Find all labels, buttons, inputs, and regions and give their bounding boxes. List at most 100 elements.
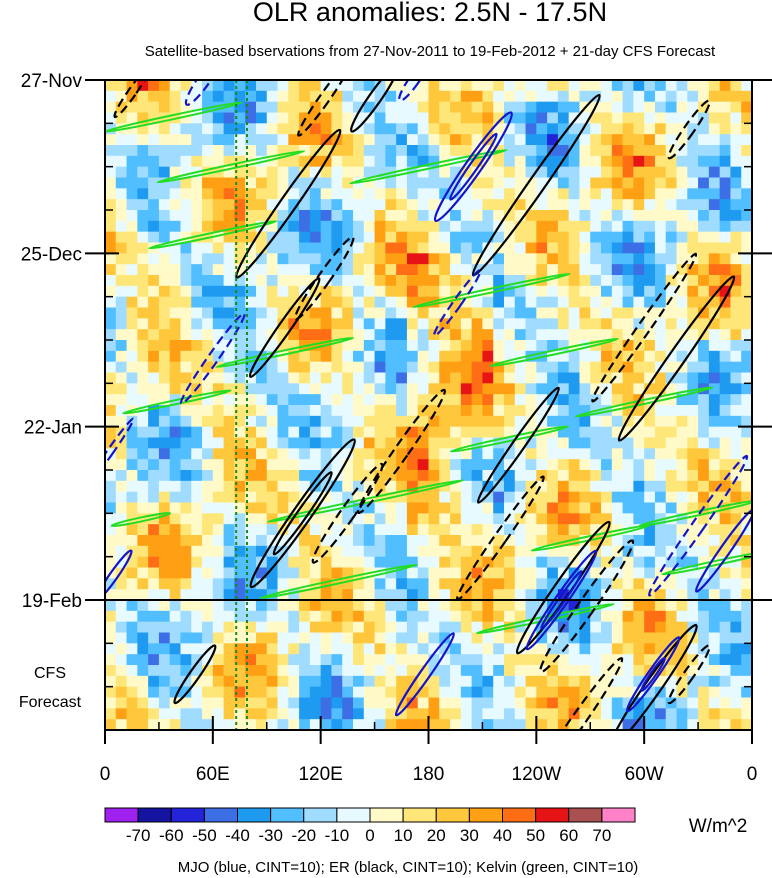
field-cell — [503, 448, 516, 460]
field-cell — [158, 513, 171, 525]
field-cell — [568, 318, 581, 330]
er-contour — [357, 388, 446, 515]
field-cell — [266, 188, 279, 200]
field-cell — [601, 437, 613, 449]
field-cell — [406, 643, 419, 655]
field-cell — [450, 101, 462, 114]
field-cell — [644, 372, 656, 384]
field-cell — [547, 491, 559, 504]
field-cell — [363, 210, 376, 222]
field-cell — [320, 491, 333, 504]
field-cell — [439, 545, 451, 558]
field-cell — [309, 80, 322, 92]
field-cell — [622, 155, 634, 168]
field-cell — [428, 112, 440, 124]
field-cell — [309, 686, 322, 699]
field-cell — [169, 415, 182, 428]
field-cell — [374, 394, 386, 406]
field-cell — [633, 448, 645, 460]
field-cell — [601, 545, 613, 558]
field-cell — [353, 686, 365, 699]
field-cell — [137, 145, 149, 157]
field-cell — [169, 621, 182, 634]
field-cell — [654, 535, 667, 547]
field-cell — [309, 220, 322, 233]
field-cell — [266, 318, 279, 330]
field-cell — [741, 502, 752, 514]
field-cell — [590, 264, 602, 276]
field-cell — [557, 632, 570, 644]
colorbar-swatch — [104, 807, 139, 823]
field-cell — [158, 231, 171, 244]
field-cell — [590, 621, 602, 634]
field-cell — [698, 405, 710, 417]
field-cell — [579, 350, 591, 363]
field-cell — [212, 350, 225, 363]
kelvin-contour — [110, 511, 172, 528]
mjo-contour — [433, 268, 482, 337]
field-cell — [148, 491, 160, 504]
field-cell — [428, 697, 440, 709]
field-cell — [482, 177, 494, 189]
field-cell — [299, 697, 311, 709]
field-cell — [320, 448, 333, 460]
field-cell — [396, 166, 408, 179]
field-cell — [266, 372, 279, 384]
field-cell — [687, 589, 699, 601]
field-cell — [126, 242, 138, 254]
field-cell — [460, 708, 473, 720]
mjo-contour — [105, 549, 133, 601]
field-cell — [148, 708, 160, 720]
field-cell — [601, 242, 613, 254]
field-cell — [601, 459, 613, 471]
field-cell — [385, 383, 397, 395]
field-cell — [601, 123, 613, 135]
field-cell — [331, 188, 343, 200]
field-cell — [342, 686, 354, 699]
field-cell — [202, 296, 214, 309]
field-cell — [439, 134, 451, 146]
field-cell — [115, 155, 128, 168]
field-cell — [180, 340, 192, 352]
field-cell — [536, 654, 548, 666]
er-contour — [608, 623, 698, 730]
field-cell — [503, 264, 516, 276]
field-cell — [719, 112, 732, 124]
field-cell — [137, 480, 149, 493]
field-cell — [676, 231, 688, 244]
field-cell — [482, 123, 494, 135]
field-cell — [137, 101, 149, 114]
field-cell — [417, 372, 430, 384]
field-cell — [288, 383, 300, 395]
field-cell — [708, 719, 721, 730]
field-cell — [255, 166, 268, 179]
field-cell — [169, 524, 182, 536]
field-cell — [255, 210, 268, 222]
field-cell — [169, 275, 182, 287]
field-cell — [654, 470, 667, 482]
field-cell — [245, 90, 257, 103]
field-cell — [568, 675, 581, 688]
field-cell — [698, 155, 710, 168]
field-cell — [708, 231, 721, 244]
field-cell — [698, 80, 710, 92]
field-cell — [460, 491, 473, 504]
field-cell — [115, 318, 128, 330]
field-cell — [676, 502, 688, 514]
field-cell — [320, 719, 333, 730]
field-cell — [741, 415, 752, 428]
field-cell — [708, 101, 721, 114]
field-cell — [536, 383, 548, 395]
field-cell — [654, 145, 667, 157]
field-cell — [126, 567, 138, 579]
field-cell — [191, 535, 203, 547]
field-cell — [148, 621, 160, 634]
field-cell — [601, 318, 613, 330]
field-cell — [363, 415, 376, 428]
field-cell — [277, 545, 289, 558]
field-cell — [223, 719, 235, 730]
field-cell — [148, 459, 160, 471]
field-cell — [158, 177, 171, 189]
field-cell — [158, 361, 171, 374]
field-cell — [115, 621, 128, 634]
